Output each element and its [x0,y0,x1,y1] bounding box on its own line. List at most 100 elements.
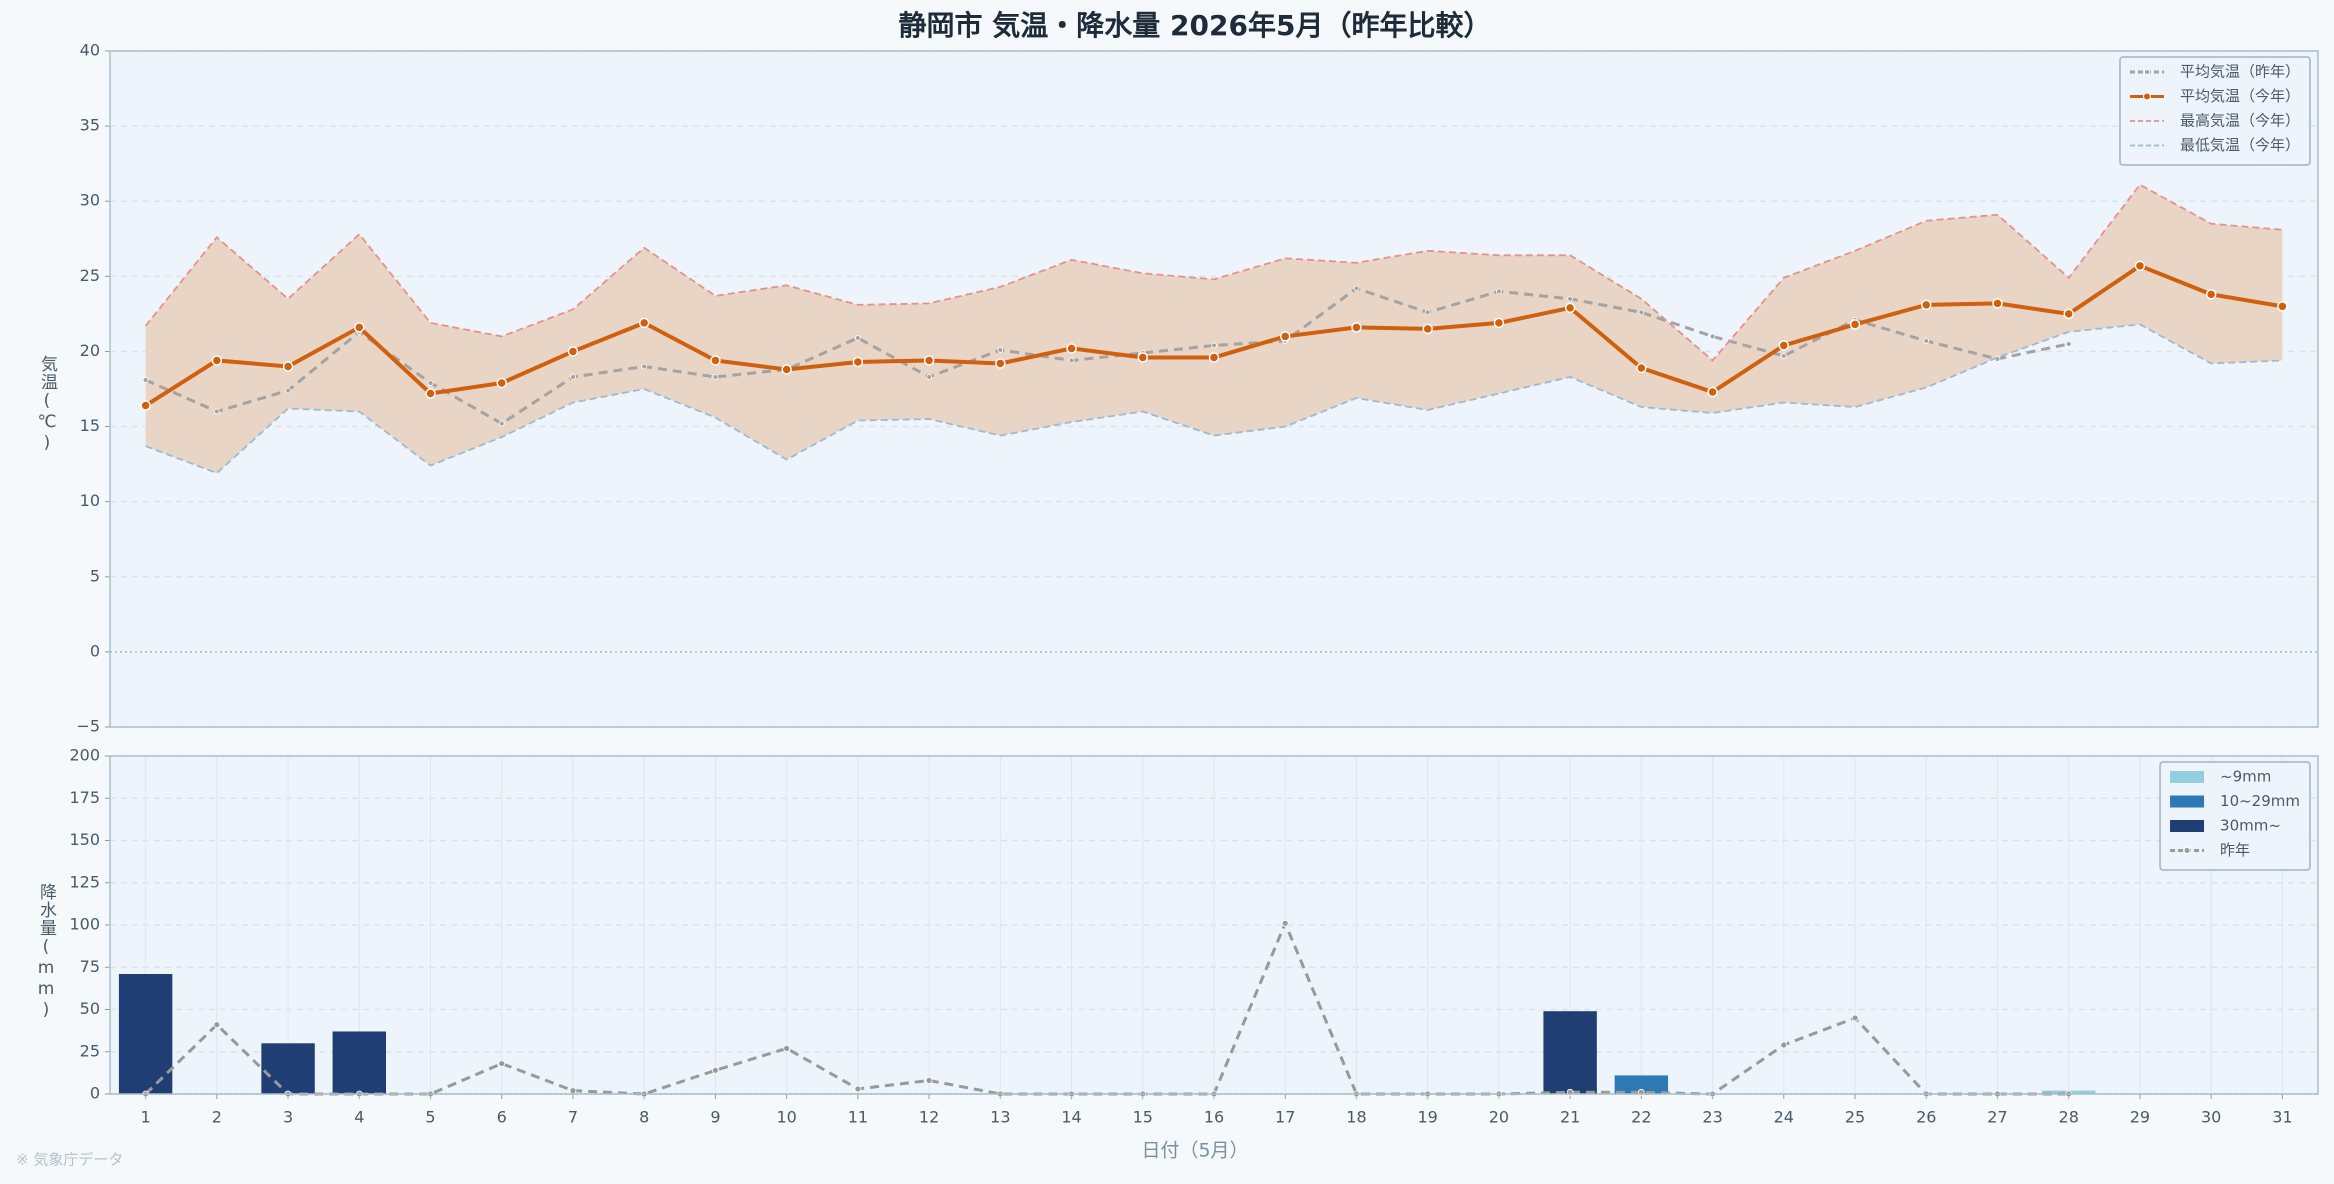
point [1709,333,1716,340]
point [211,355,223,366]
point [1636,362,1647,374]
x-axis-label: 日付（5月） [1141,1140,1248,1162]
legend-label: 平均気温（今年） [2180,87,2300,105]
x-tick-label: 18 [1346,1108,1366,1127]
bar [332,1031,386,1094]
x-tick-label: 3 [283,1108,293,1127]
point [854,1085,862,1093]
point [1424,309,1431,316]
y-axis-label: 降水量(mm) [36,883,56,1021]
bar [118,974,173,1094]
point [427,380,434,386]
point [1567,295,1574,302]
x-tick-label: 2 [212,1108,222,1127]
point [282,361,294,372]
point [1778,340,1790,351]
point [712,374,719,380]
legend-label: 昨年 [2220,841,2250,859]
point [1707,386,1718,398]
y-tick-label: 175 [69,788,100,807]
point [995,358,1006,369]
point [1638,309,1645,316]
point [567,346,579,357]
y-tick-label: 5 [90,566,100,585]
plot-frame [109,755,2319,1095]
point [1137,352,1149,363]
x-tick-label: 8 [639,1108,649,1127]
x-tick-label: 30 [2201,1108,2221,1127]
x-tick-label: 24 [1774,1108,1794,1127]
x-tick-label: 27 [1987,1108,2007,1127]
point [2065,341,2072,347]
bar [1543,1011,1597,1094]
point [2134,260,2146,272]
legend-label: 30mm~ [2220,817,2281,835]
y-tick-label: 35 [80,116,100,135]
point [1780,353,1787,359]
bar [261,1043,315,1094]
legend-swatch [2170,771,2205,783]
y-tick-label: 75 [80,957,100,976]
x-tick-label: 31 [2272,1108,2292,1127]
y-tick-label: 0 [90,1084,100,1103]
point [926,374,932,380]
point [498,1060,506,1067]
point [1353,285,1360,292]
point [498,420,505,427]
x-tick-label: 4 [354,1108,364,1127]
x-tick-label: 28 [2059,1108,2079,1127]
point [425,388,436,399]
chart-title: 静岡市 気温・降水量 2026年5月（昨年比較） [899,9,1492,42]
point [140,400,151,411]
point [997,347,1004,353]
footnote: ※ 気象庁データ [16,1151,123,1169]
x-tick-label: 16 [1204,1108,1224,1127]
point [1279,331,1291,342]
point [1422,323,1433,335]
y-tick-label: 50 [80,999,100,1018]
point [354,322,365,333]
point [1496,288,1502,295]
legend-label: 10~29mm [2220,792,2300,810]
legend-box [2119,56,2311,166]
point [2205,289,2217,300]
point [1923,338,1930,344]
point [1066,343,1077,354]
point [2277,301,2288,312]
point [641,363,648,370]
x-tick-label: 14 [1061,1108,1081,1127]
point [569,1087,577,1095]
legend-box [2159,761,2311,871]
range-band [145,184,2283,474]
legend-swatch [2143,69,2150,75]
y-tick-label: 30 [80,191,100,210]
series-line [144,919,2069,1096]
point [1992,298,2003,309]
legend-swatch [2183,847,2191,854]
y-tick-label: 10 [80,491,100,510]
series-line [144,183,2283,362]
x-tick-label: 19 [1417,1108,1437,1127]
point [1281,919,1289,927]
series-line [145,286,2070,426]
point [1351,322,1362,333]
x-tick-label: 22 [1631,1108,1651,1127]
x-tick-label: 25 [1845,1108,1865,1127]
x-tick-label: 17 [1275,1108,1295,1127]
legend-label: 最低気温（今年） [2180,136,2300,154]
legend-swatch [2170,795,2205,808]
legend-swatch [2142,92,2151,101]
point [1068,357,1075,364]
bar [1614,1075,1669,1094]
point [783,1044,791,1052]
point [638,317,650,329]
point [925,1077,933,1084]
x-tick-label: 6 [497,1108,507,1127]
legend-swatch [2170,820,2205,832]
x-tick-label: 20 [1489,1108,1509,1127]
y-tick-label: 25 [80,266,100,285]
x-tick-label: 29 [2130,1108,2150,1127]
legend-label: 平均気温（昨年） [2180,63,2300,81]
point [570,374,576,380]
